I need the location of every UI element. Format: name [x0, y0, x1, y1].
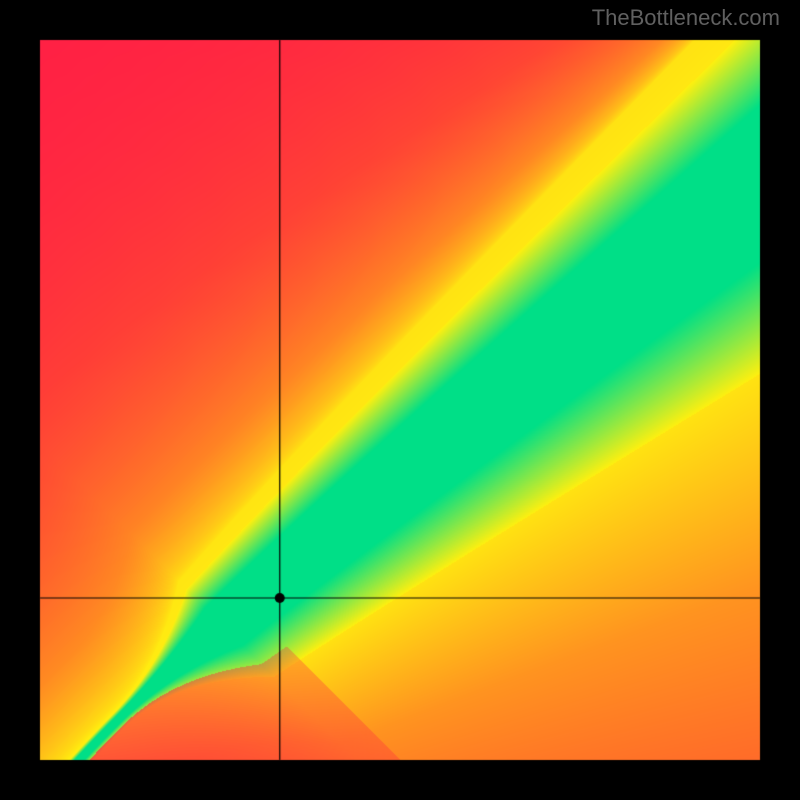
chart-container: TheBottleneck.com	[0, 0, 800, 800]
crosshair-overlay	[0, 0, 800, 800]
watermark-text: TheBottleneck.com	[592, 5, 780, 31]
